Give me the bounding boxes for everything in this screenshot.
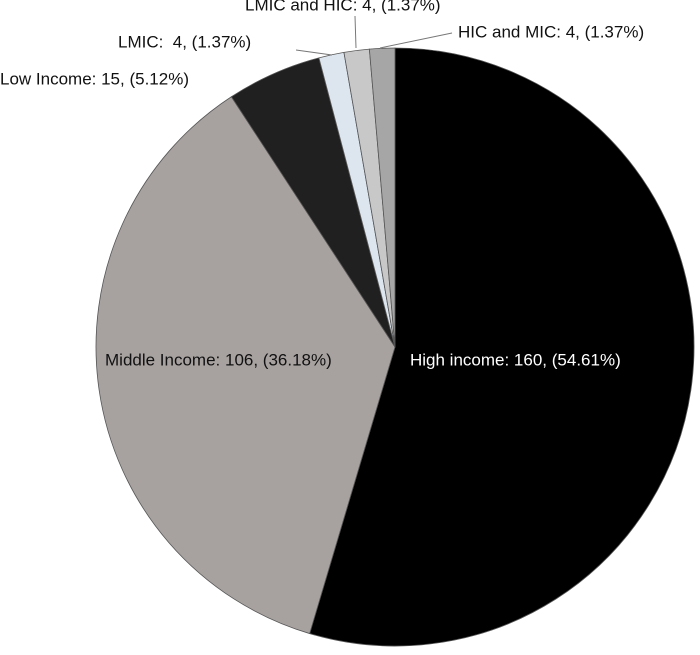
slice-label: Middle Income: 106, (36.18%)	[105, 350, 332, 369]
leader-line	[379, 32, 453, 49]
slice-label: LMIC and HIC: 4, (1.37%)	[245, 0, 441, 14]
slice-label: High income: 160, (54.61%)	[410, 350, 621, 369]
pie-slice	[309, 47, 695, 647]
slice-label: Low Income: 15, (5.12%)	[0, 69, 189, 88]
pie-slice	[95, 96, 396, 635]
leader-line	[295, 49, 333, 56]
leader-line	[354, 15, 357, 49]
slice-label: LMIC: 4, (1.37%)	[118, 32, 251, 51]
slice-label: HIC and MIC: 4, (1.37%)	[458, 22, 644, 41]
pie-slice	[368, 47, 396, 348]
